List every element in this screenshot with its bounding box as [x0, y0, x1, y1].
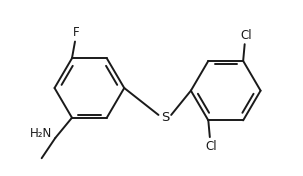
Text: Cl: Cl — [240, 29, 252, 42]
Text: H₂N: H₂N — [30, 127, 52, 140]
Text: S: S — [161, 111, 169, 124]
Text: F: F — [73, 26, 80, 39]
Text: Cl: Cl — [205, 140, 217, 153]
